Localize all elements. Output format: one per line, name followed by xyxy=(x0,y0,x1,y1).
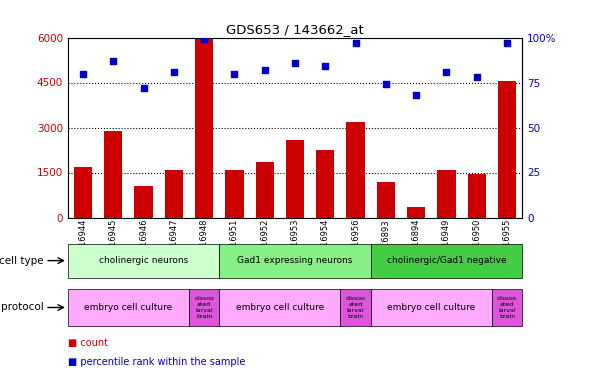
Text: ■ count: ■ count xyxy=(68,338,108,348)
Text: embryo cell culture: embryo cell culture xyxy=(236,303,324,312)
Bar xyxy=(468,174,486,217)
Point xyxy=(320,63,330,69)
Bar xyxy=(437,170,455,217)
Bar xyxy=(68,244,219,278)
Text: Gad1 expressing neurons: Gad1 expressing neurons xyxy=(237,256,353,265)
Bar xyxy=(195,39,213,218)
Text: cholinergic/Gad1 negative: cholinergic/Gad1 negative xyxy=(386,256,506,265)
Bar xyxy=(498,81,516,218)
Text: cholinergic neurons: cholinergic neurons xyxy=(99,256,188,265)
Point xyxy=(290,60,300,66)
Point xyxy=(442,69,451,75)
Bar xyxy=(316,150,335,217)
Point xyxy=(502,40,512,46)
Text: dissoo
ated
larval
brain: dissoo ated larval brain xyxy=(497,296,517,319)
Bar xyxy=(371,244,522,278)
Bar xyxy=(340,289,371,326)
Title: GDS653 / 143662_at: GDS653 / 143662_at xyxy=(226,23,364,36)
Bar xyxy=(286,140,304,218)
Text: embryo cell culture: embryo cell culture xyxy=(84,303,172,312)
Point xyxy=(260,67,270,73)
Bar xyxy=(189,289,219,326)
Point xyxy=(169,69,179,75)
Bar xyxy=(492,289,522,326)
Bar xyxy=(371,289,492,326)
Point xyxy=(78,70,88,76)
Point xyxy=(411,92,421,98)
Point xyxy=(381,81,391,87)
Point xyxy=(109,58,118,64)
Bar xyxy=(219,289,340,326)
Bar xyxy=(165,170,183,217)
Point xyxy=(230,70,239,76)
Bar xyxy=(377,182,395,218)
Bar xyxy=(255,162,274,218)
Point xyxy=(139,85,148,91)
Text: cell type: cell type xyxy=(0,256,44,266)
Text: dissoo
ated
larval
brain: dissoo ated larval brain xyxy=(194,296,214,319)
Bar xyxy=(135,186,153,218)
Point xyxy=(351,40,360,46)
Point xyxy=(472,74,481,80)
Point xyxy=(199,36,209,42)
Bar xyxy=(407,207,425,218)
Bar xyxy=(74,166,92,218)
Text: ■ percentile rank within the sample: ■ percentile rank within the sample xyxy=(68,357,245,367)
Bar xyxy=(225,170,244,217)
Text: embryo cell culture: embryo cell culture xyxy=(387,303,476,312)
Bar xyxy=(68,289,189,326)
Text: protocol: protocol xyxy=(1,303,44,312)
Bar xyxy=(346,122,365,218)
Bar xyxy=(219,244,371,278)
Bar xyxy=(104,130,122,218)
Text: dissoo
ated
larval
brain: dissoo ated larval brain xyxy=(346,296,366,319)
